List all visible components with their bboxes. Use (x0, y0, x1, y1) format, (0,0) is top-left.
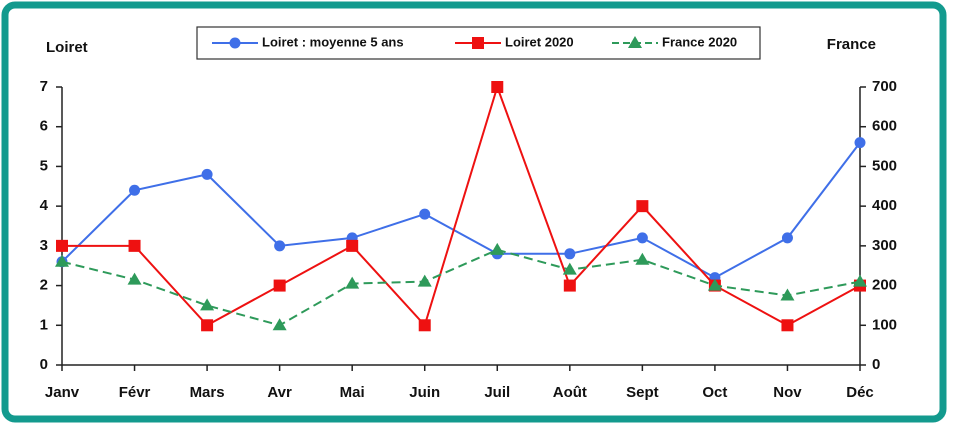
x-tick-label: Janv (45, 384, 80, 401)
x-tick-label: Mai (340, 384, 365, 401)
marker (635, 252, 650, 265)
marker (636, 200, 649, 213)
x-tick-label: Oct (702, 384, 727, 401)
x-tick-label: Sept (626, 384, 659, 401)
y2-tick-label: 100 (872, 316, 897, 333)
y2-tick-label: 300 (872, 237, 897, 254)
series-line (62, 83, 861, 328)
x-tick-label: Juin (409, 384, 440, 401)
marker (55, 254, 69, 267)
marker (564, 248, 576, 260)
marker (272, 318, 287, 331)
marker (346, 239, 359, 252)
marker (200, 298, 215, 311)
y-tick-label: 5 (40, 157, 48, 174)
marker (273, 279, 286, 292)
x-tick-label: Juil (484, 384, 510, 401)
marker (128, 239, 141, 252)
y-tick-label: 2 (40, 277, 48, 294)
marker (853, 274, 867, 287)
x-tick-label: Mars (190, 384, 225, 401)
marker (129, 184, 141, 196)
marker (491, 81, 504, 93)
legend-label: Loiret : moyenne 5 ans (262, 34, 404, 49)
x-tick-label: Déc (846, 384, 874, 401)
y-tick-label: 6 (40, 118, 48, 135)
marker (490, 242, 505, 255)
legend-label: France 2020 (662, 34, 737, 49)
marker (854, 137, 866, 149)
marker (419, 208, 431, 220)
marker (562, 262, 577, 275)
marker (628, 36, 642, 48)
y2-tick-label: 700 (872, 78, 897, 95)
marker (780, 288, 795, 301)
series-line (61, 141, 861, 279)
marker (563, 279, 576, 292)
y-tick-label: 7 (40, 78, 48, 95)
series-line (61, 248, 861, 327)
marker (636, 232, 648, 244)
marker (274, 240, 286, 252)
y2-tick-label: 200 (872, 277, 897, 294)
y-tick-label: 0 (40, 356, 48, 373)
y2-tick-label: 600 (872, 118, 897, 135)
y-tick-label: 3 (40, 237, 48, 254)
y2-tick-label: 500 (872, 157, 897, 174)
marker (56, 239, 68, 252)
marker (707, 278, 722, 291)
marker (418, 319, 431, 332)
x-tick-label: Févr (119, 384, 151, 401)
marker (781, 319, 794, 332)
marker (127, 272, 142, 285)
x-tick-label: Août (553, 384, 587, 401)
marker (781, 232, 793, 244)
marker (201, 319, 214, 332)
y2-axis-label: France (827, 36, 876, 53)
marker (345, 276, 360, 289)
marker (229, 37, 241, 49)
y-axis-label: Loiret (46, 39, 88, 56)
y-tick-label: 1 (40, 316, 48, 333)
legend-label: Loiret 2020 (505, 34, 574, 49)
x-tick-label: Avr (267, 384, 292, 401)
y-tick-label: 4 (40, 197, 49, 214)
frame (1, 1, 947, 423)
y2-tick-label: 0 (872, 356, 880, 373)
marker (201, 168, 213, 180)
marker (472, 37, 484, 49)
y2-tick-label: 400 (872, 197, 897, 214)
marker (417, 274, 432, 287)
x-tick-label: Nov (773, 384, 802, 401)
